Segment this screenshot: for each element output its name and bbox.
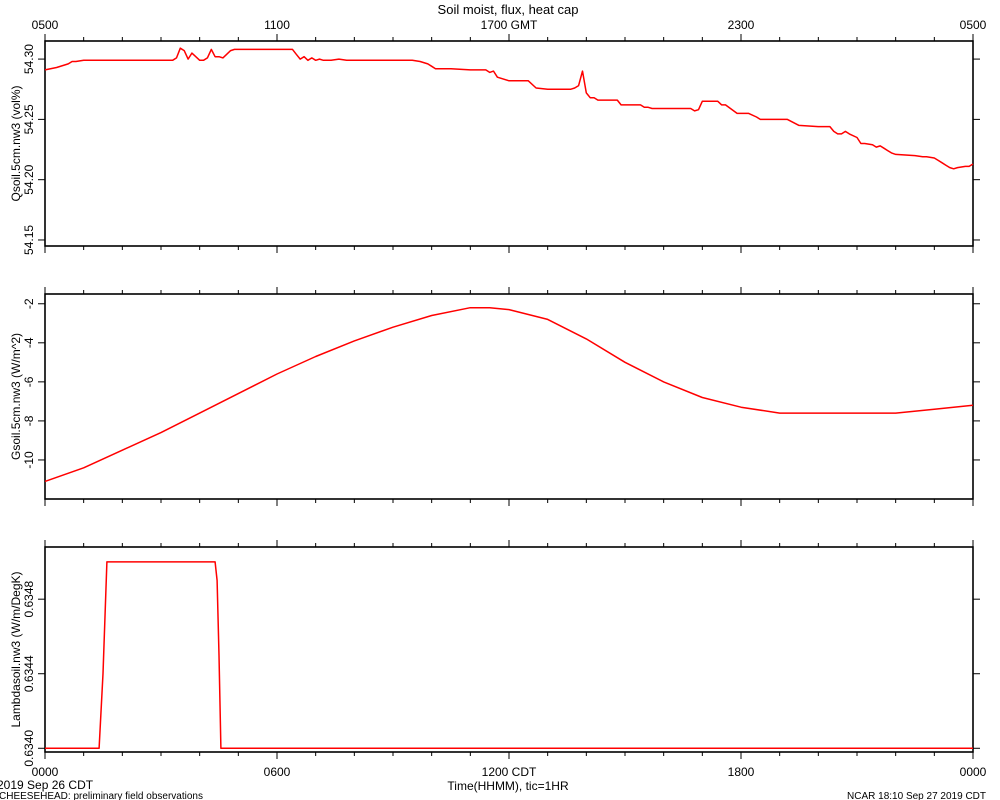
- chart-title: Soil moist, flux, heat cap: [438, 2, 579, 17]
- bottom-tick-label: 1800: [728, 765, 755, 779]
- y-axis-label: Qsoil.5cm.nw3 (vol%): [9, 85, 23, 201]
- y-tick-label: 0.6348: [22, 581, 36, 618]
- y-tick-label: -8: [22, 415, 36, 426]
- series-line: [44, 306, 974, 483]
- panel-1: 54.15 54.20 54.25 54.30 Qsoil.5cm.nw3 (vol%): [9, 34, 980, 255]
- y-axis-label: Lambdasoil.nw3 (W/m/DegK): [9, 571, 23, 727]
- top-tick-label: 0500: [32, 18, 59, 32]
- panels: 54.15 54.20 54.25 54.30 Qsoil.5cm.nw3 (vol%)…: [9, 18, 987, 779]
- bottom-tick-label: 1200 CDT: [482, 765, 537, 779]
- plot-frame: [44, 293, 974, 500]
- y-tick-label: 0.6340: [22, 730, 36, 767]
- top-tick-label: 1700 GMT: [481, 18, 538, 32]
- top-tick-label: 0500: [960, 18, 987, 32]
- series-line: [44, 47, 974, 170]
- bottom-tick-label: 0000: [960, 765, 987, 779]
- series-line: [45, 561, 973, 750]
- plot-frame: [44, 546, 974, 753]
- footer-date: 2019 Sep 26 CDT: [0, 778, 94, 792]
- y-tick-label: 54.15: [22, 225, 36, 255]
- y-tick-label: -2: [22, 298, 36, 309]
- plot-frame: [44, 40, 974, 247]
- y-tick-label: 54.30: [22, 44, 36, 74]
- top-tick-label: 2300: [728, 18, 755, 32]
- top-tick-label: 1100: [264, 18, 290, 32]
- y-tick-label: 54.20: [22, 164, 36, 194]
- y-axis-label: Gsoil.5cm.nw3 (W/m^2): [9, 333, 23, 460]
- y-tick-label: 54.25: [22, 104, 36, 134]
- x-axis-label: Time(HHMM), tic=1HR: [447, 779, 569, 793]
- bottom-tick-label: 0600: [264, 765, 291, 779]
- y-tick-label: 0.6344: [22, 655, 36, 692]
- y-tick-label: -6: [22, 376, 36, 387]
- bottom-tick-label: 0000: [32, 765, 59, 779]
- footer-stamp: NCAR 18:10 Sep 27 2019 CDT: [847, 791, 986, 800]
- footer-project: CHEESEHEAD: preliminary field observatio…: [0, 791, 203, 800]
- y-tick-label: -4: [22, 337, 36, 348]
- y-tick-label: -10: [22, 451, 36, 469]
